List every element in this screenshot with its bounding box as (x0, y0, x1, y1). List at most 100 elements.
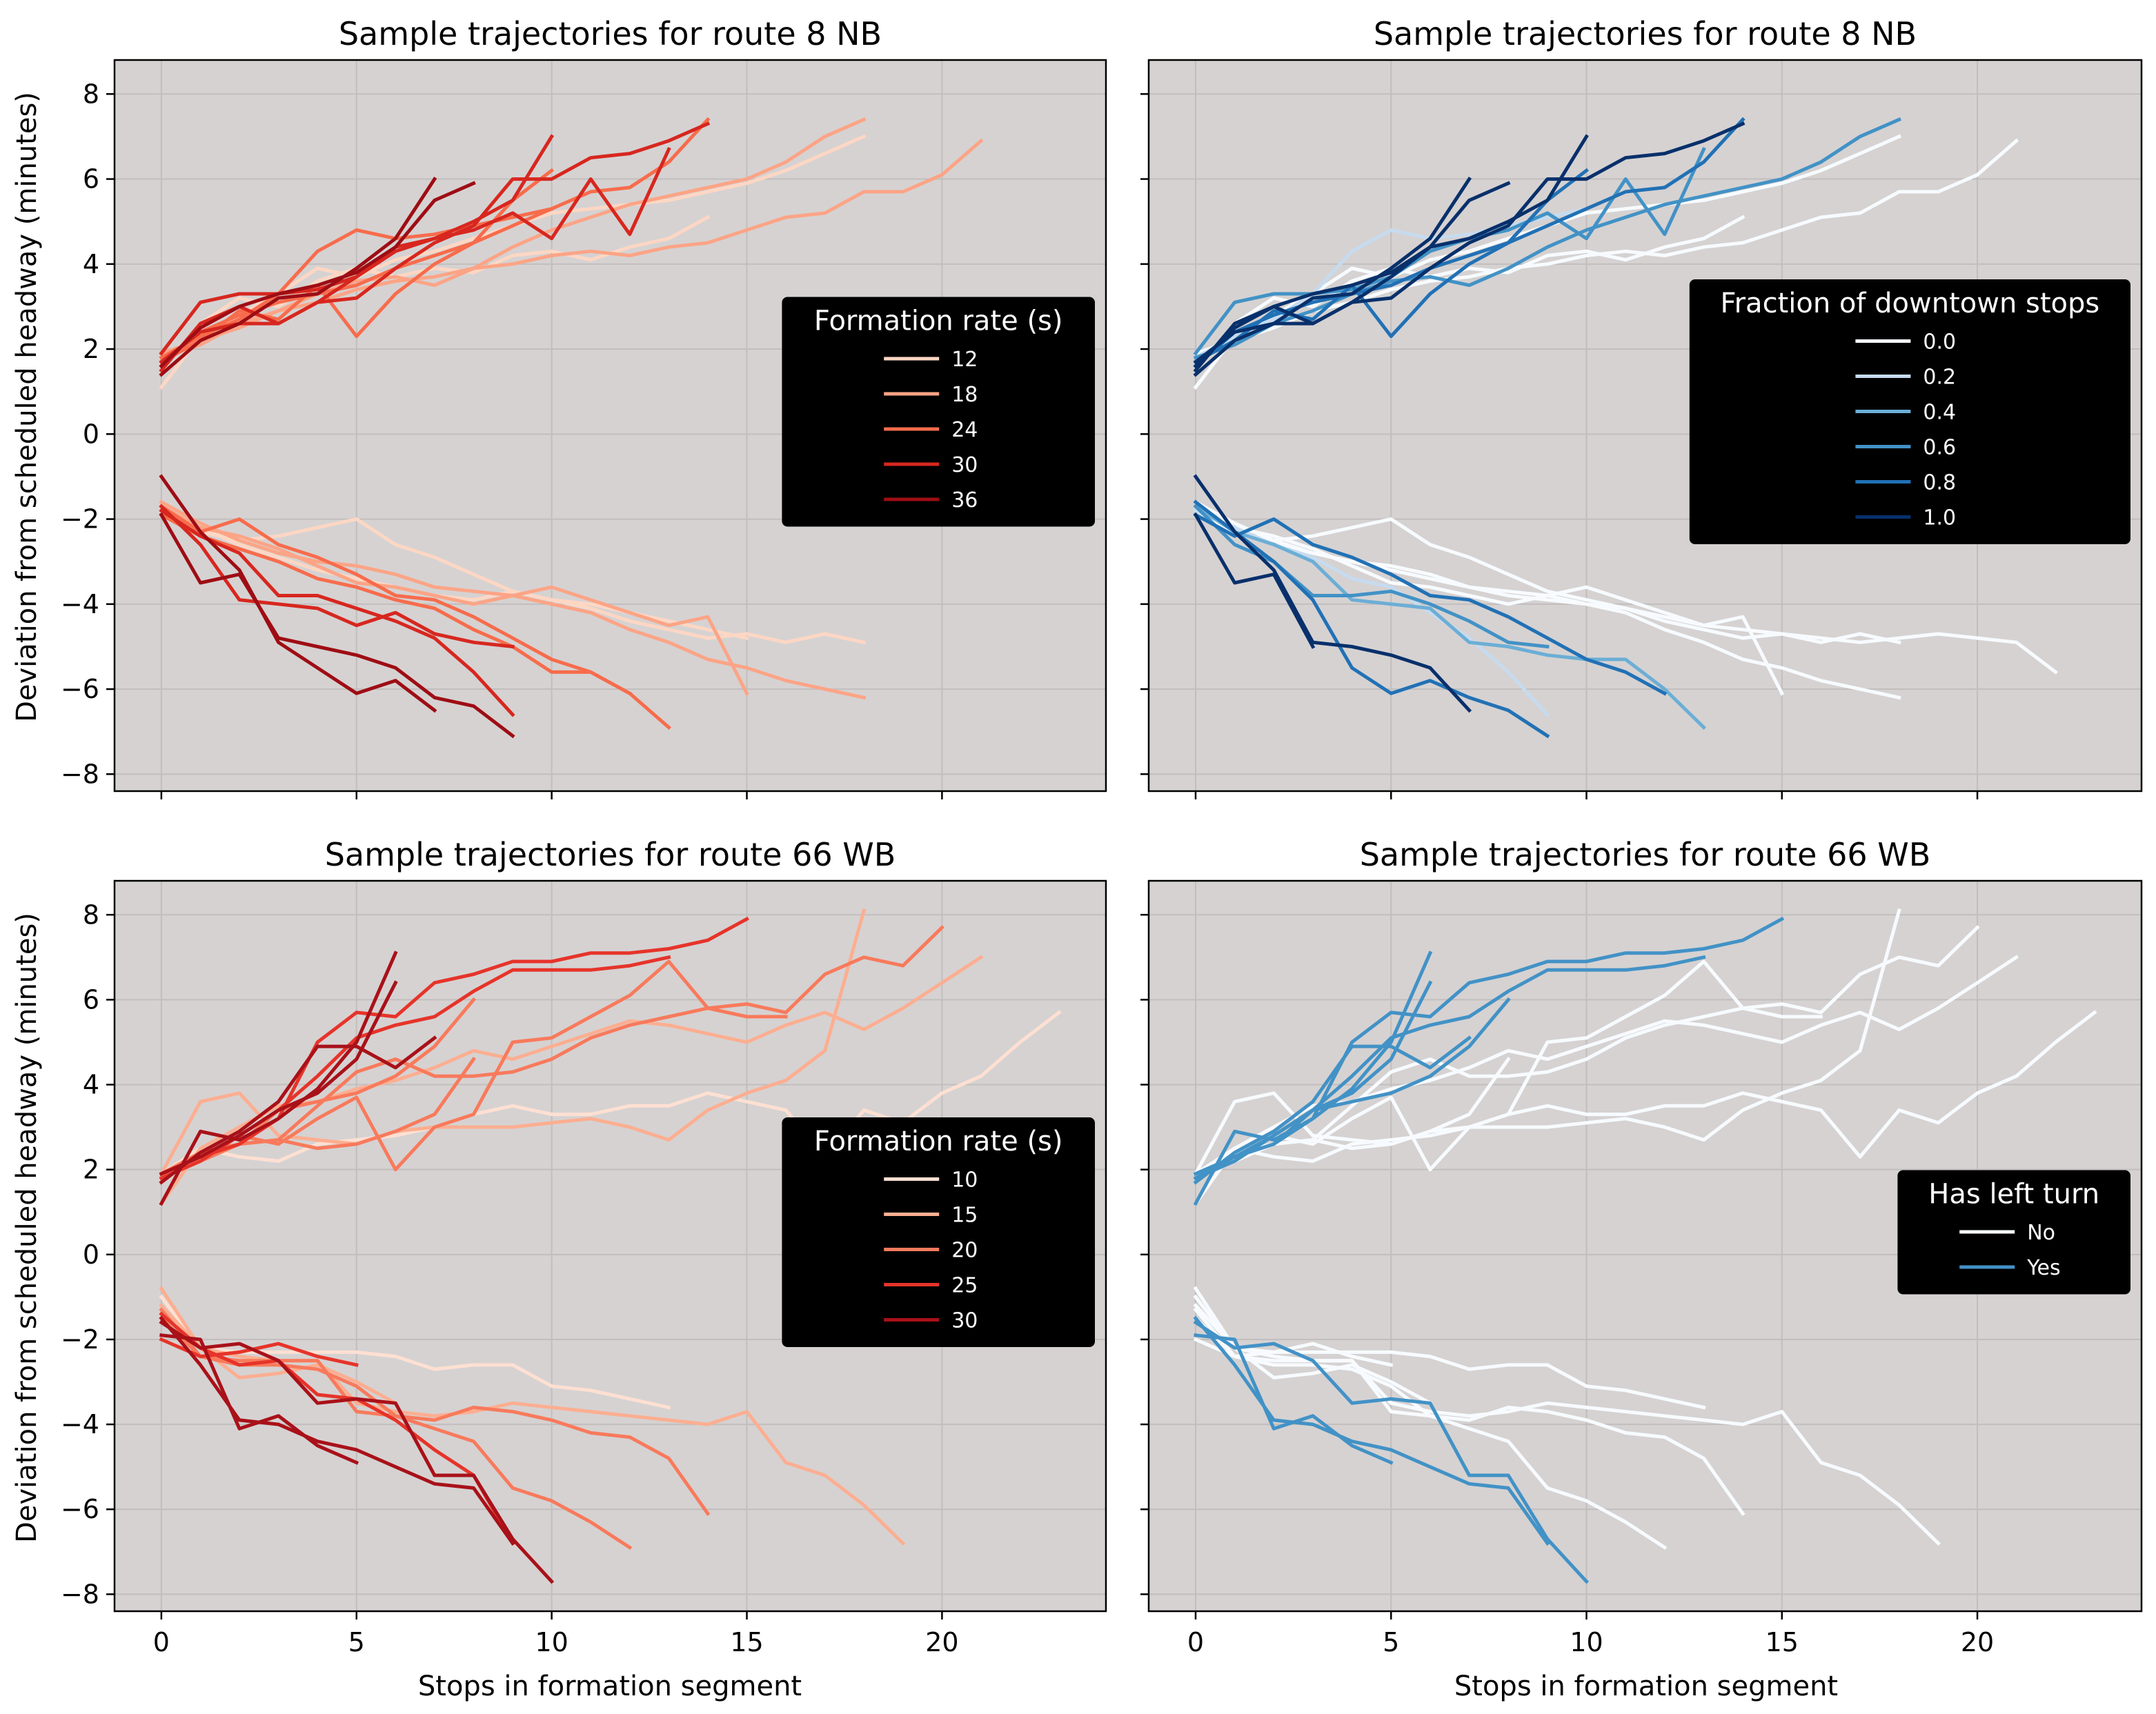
plot-frame (1147, 59, 2143, 793)
legend-box (782, 1117, 1095, 1347)
panel-3: 0 5 10 15 20 −8 −6 −4 −2 0 2 4 6 8 Sample trajectories… (61, 836, 1107, 1657)
series-lines (1193, 117, 2058, 739)
legend-label-0.4: 0.4 (1923, 401, 1956, 425)
x-tick-label: 10 (1570, 1627, 1603, 1657)
series-line-23 (1193, 512, 1316, 649)
series-line-10 (159, 147, 671, 356)
legend-label-12: 12 (951, 348, 978, 372)
legend-label-24: 24 (951, 418, 978, 442)
ticks: −8 −6 −4 −2 0 2 4 6 8 (61, 79, 943, 799)
legend-label-1.0: 1.0 (1923, 506, 1956, 530)
x-tick-label: 5 (348, 1627, 365, 1657)
series-line-18 (159, 1337, 359, 1367)
legend-label-36: 36 (951, 488, 978, 512)
series-line-2 (1193, 908, 1901, 1177)
legend-label-10: 10 (951, 1168, 978, 1193)
legend-title: Formation rate (s) (814, 1126, 1063, 1157)
series-line-4 (159, 138, 984, 356)
legend-label-0.2: 0.2 (1923, 366, 1956, 390)
x-axis-label-left: Stops in formation segment (418, 1671, 802, 1702)
series-line-12 (159, 181, 476, 369)
y-tick-label: 2 (83, 1155, 99, 1185)
series-line-19 (1193, 1319, 1590, 1584)
legend-label-30: 30 (951, 453, 978, 477)
series-line-7 (159, 168, 555, 364)
legend-box (782, 297, 1095, 527)
panel-title: Sample trajectories for route 66 WB (325, 836, 896, 873)
y-tick-label: 8 (83, 79, 99, 109)
y-tick-label: −6 (61, 674, 99, 704)
series-line-12 (1193, 134, 1589, 365)
series-line-21 (1194, 1333, 1394, 1465)
series-line-22 (1193, 474, 1472, 713)
legend: Formation rate (s) 10 15 20 25 30 (782, 1117, 1095, 1347)
y-axis-label-top: Deviation from scheduled headway (minute… (11, 92, 43, 722)
y-tick-label: 8 (83, 899, 99, 930)
series-line-11 (1193, 181, 1511, 369)
y-tick-label: 4 (83, 249, 99, 279)
ticks: 0 5 10 15 20 −8 −6 −4 −2 0 2 4 6 8 (61, 899, 959, 1657)
series-line-19 (159, 1311, 515, 1546)
x-tick-label: 15 (730, 1627, 763, 1657)
series-line-11 (1193, 1035, 1472, 1185)
panel-title: Sample trajectories for route 66 WB (1360, 836, 1931, 873)
x-tick-label: 0 (153, 1627, 170, 1657)
series-line-9 (1193, 950, 1433, 1206)
series-line-11 (159, 177, 437, 377)
series-line-16 (1193, 504, 1785, 696)
legend: Fraction of downtown stops 0.0 0.2 0.4 0.6 0.… (1689, 279, 2130, 544)
series-line-16 (159, 1315, 711, 1516)
series-line-20 (1193, 1315, 1550, 1546)
series-line-5 (1193, 117, 1901, 360)
series-line-12 (1193, 997, 1511, 1181)
series-line-10 (1193, 177, 1472, 377)
plot-frame (113, 879, 1107, 1613)
series-line-8 (159, 121, 711, 373)
legend-label-0.6: 0.6 (1923, 436, 1956, 460)
y-tick-label: 4 (83, 1070, 99, 1100)
series-line-16 (1193, 1315, 1745, 1516)
series-line-22 (159, 512, 515, 739)
y-tick-label: −4 (61, 1409, 99, 1439)
y-tick-label: −4 (61, 589, 99, 619)
series-line-16 (159, 504, 749, 696)
series-line-18 (159, 512, 633, 696)
x-tick-label: 5 (1383, 1627, 1399, 1657)
series-line-20 (1193, 512, 1668, 696)
series-line-12 (159, 1035, 437, 1185)
series-line-21 (159, 474, 437, 713)
series-line-4 (159, 925, 945, 1181)
legend-label-0.0: 0.0 (1923, 330, 1956, 355)
legend-label-0.8: 0.8 (1923, 471, 1956, 495)
plot-frame (1147, 879, 2143, 1613)
series-line-17 (1193, 1307, 1668, 1551)
series-line-9 (1193, 121, 1745, 373)
legend-label-18: 18 (951, 383, 978, 407)
x-axis-label-right: Stops in formation segment (1454, 1671, 1838, 1702)
legend: Has left turn No Yes (1897, 1170, 2130, 1295)
x-tick-label: 10 (535, 1627, 568, 1657)
legend-title: Fraction of downtown stops (1721, 288, 2100, 319)
series-line-17 (1193, 508, 1550, 717)
series-line-2 (159, 908, 867, 1177)
x-tick-label: 0 (1187, 1627, 1204, 1657)
legend-label-15: 15 (951, 1204, 978, 1228)
series-line-11 (159, 980, 398, 1177)
panel-4: 0 5 10 15 20 Sample trajectories for route 66… (1140, 836, 2143, 1657)
series-line-22 (159, 1315, 515, 1546)
gridlines (115, 60, 1106, 791)
legend-label-25: 25 (951, 1274, 978, 1298)
series-line-19 (159, 508, 515, 717)
legend-label-30: 30 (951, 1309, 978, 1333)
y-axis-label-bottom: Deviation from scheduled headway (minute… (11, 913, 43, 1543)
series-line-21 (159, 1319, 555, 1584)
y-tick-label: −8 (61, 759, 99, 789)
panel-2: Sample trajectories for route 8 NB Fracti… (1140, 15, 2143, 799)
series-line-20 (159, 504, 515, 649)
x-tick-label: 15 (1766, 1627, 1799, 1657)
panel-title: Sample trajectories for route 8 NB (1374, 15, 1917, 52)
plot-frame (113, 59, 1107, 793)
series-line-18 (1193, 1337, 1394, 1367)
